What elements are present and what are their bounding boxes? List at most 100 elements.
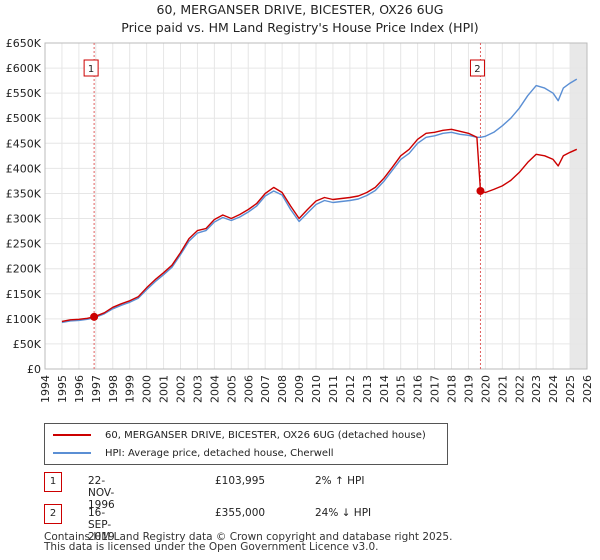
y-tick-label: £550K bbox=[6, 87, 42, 100]
x-tick-label: 1997 bbox=[90, 375, 103, 403]
x-tick-group: 2003 bbox=[191, 375, 204, 403]
x-tick-group: 2005 bbox=[225, 375, 238, 403]
x-tick-label: 2005 bbox=[225, 375, 238, 403]
x-tick-group: 2001 bbox=[158, 375, 171, 403]
x-tick-label: 2018 bbox=[446, 375, 459, 403]
x-tick-label: 2016 bbox=[412, 375, 425, 403]
y-tick-label: £450K bbox=[6, 137, 42, 150]
chart-title-line1: 60, MERGANSER DRIVE, BICESTER, OX26 6UG bbox=[156, 2, 444, 17]
x-tick-group: 2004 bbox=[208, 375, 221, 403]
x-tick-label: 1996 bbox=[73, 375, 86, 403]
y-tick-label: £350K bbox=[6, 187, 42, 200]
y-tick-label: £400K bbox=[6, 162, 42, 175]
x-tick-label: 2001 bbox=[158, 375, 171, 403]
x-tick-group: 2022 bbox=[513, 375, 526, 403]
x-tick-label: 2015 bbox=[395, 375, 408, 403]
x-tick-group: 1995 bbox=[56, 375, 69, 403]
sale-hpi-change: 24% ↓ HPI bbox=[315, 507, 372, 519]
x-tick-label: 2006 bbox=[242, 375, 255, 403]
x-tick-group: 2024 bbox=[547, 375, 560, 403]
x-tick-group: 2025 bbox=[564, 375, 577, 403]
x-tick-label: 2003 bbox=[191, 375, 204, 403]
x-tick-label: 2021 bbox=[496, 375, 509, 403]
x-tick-label: 2013 bbox=[361, 375, 374, 403]
y-tick-label: £650K bbox=[6, 37, 42, 50]
sale-marker-box bbox=[83, 59, 99, 77]
x-tick-group: 2013 bbox=[361, 375, 374, 403]
x-tick-group: 2008 bbox=[276, 375, 289, 403]
x-tick-label: 1998 bbox=[107, 375, 120, 403]
x-tick-group: 2017 bbox=[429, 375, 442, 403]
x-tick-group: 2021 bbox=[496, 375, 509, 403]
x-tick-group: 2014 bbox=[378, 375, 391, 403]
chart-title-line2: Price paid vs. HM Land Registry's House … bbox=[121, 20, 479, 35]
sale-point bbox=[90, 312, 99, 321]
sale-price: £355,000 bbox=[215, 507, 266, 519]
x-tick-group: 2026 bbox=[581, 375, 594, 403]
legend-item-hpi: HPI: Average price, detached house, Cher… bbox=[53, 446, 334, 460]
x-tick-label: 1999 bbox=[124, 375, 137, 403]
y-tick-label: £250K bbox=[6, 238, 42, 251]
sale-marker-label: 2 bbox=[474, 64, 480, 75]
legend-label-hpi: HPI: Average price, detached house, Cher… bbox=[105, 447, 334, 459]
x-tick-label: 2007 bbox=[259, 375, 272, 403]
x-tick-label: 2009 bbox=[293, 375, 306, 403]
x-tick-group: 2010 bbox=[310, 375, 323, 403]
x-tick-label: 2022 bbox=[513, 375, 526, 403]
x-tick-label: 2020 bbox=[479, 375, 492, 403]
x-tick-group: 2002 bbox=[175, 375, 188, 403]
property-price-line bbox=[61, 128, 578, 323]
x-tick-label: 2000 bbox=[141, 375, 154, 403]
x-tick-label: 1995 bbox=[56, 375, 69, 403]
legend-swatch-property bbox=[53, 434, 91, 436]
x-tick-group: 2009 bbox=[293, 375, 306, 403]
x-tick-label: 2026 bbox=[581, 375, 594, 403]
x-tick-group: 2000 bbox=[141, 375, 154, 403]
sale-badge: 2 bbox=[44, 504, 62, 524]
footer-line-1: Contains HM Land Registry data © Crown c… bbox=[44, 531, 453, 543]
x-tick-group: 2007 bbox=[259, 375, 272, 403]
x-tick-group: 2018 bbox=[446, 375, 459, 403]
y-tick-label: £50K bbox=[13, 338, 42, 351]
y-tick-label: £300K bbox=[6, 213, 42, 226]
x-tick-group: 2023 bbox=[530, 375, 543, 403]
x-tick-group: 2016 bbox=[412, 375, 425, 403]
x-tick-label: 2010 bbox=[310, 375, 323, 403]
x-tick-group: 2019 bbox=[462, 375, 475, 403]
legend-label-property: 60, MERGANSER DRIVE, BICESTER, OX26 6UG … bbox=[105, 429, 426, 441]
sale-price: £103,995 bbox=[215, 475, 266, 487]
sale-hpi-change: 2% ↑ HPI bbox=[315, 475, 365, 487]
y-tick-label: £200K bbox=[6, 263, 42, 276]
y-tick-label: £500K bbox=[6, 112, 42, 125]
x-tick-group: 1997 bbox=[90, 375, 103, 403]
sale-marker-label: 1 bbox=[88, 64, 94, 75]
x-tick-label: 2017 bbox=[429, 375, 442, 403]
x-tick-label: 2012 bbox=[344, 375, 357, 403]
x-tick-label: 2019 bbox=[462, 375, 475, 403]
sale-date: 16-SEP-2019 bbox=[88, 507, 115, 543]
y-tick-label: £600K bbox=[6, 62, 42, 75]
x-tick-group: 1996 bbox=[73, 375, 86, 403]
x-tick-label: 2004 bbox=[208, 375, 221, 403]
x-tick-group: 2015 bbox=[395, 375, 408, 403]
price-chart: £0 £50K £100K £150K £200K £250K £300K £350K £400… bbox=[6, 37, 594, 403]
x-tick-group: 2012 bbox=[344, 375, 357, 403]
sale-date: 22-NOV-1996 bbox=[88, 475, 115, 511]
x-tick-group: 2011 bbox=[327, 375, 340, 403]
footer-line-2: This data is licensed under the Open Gov… bbox=[44, 541, 379, 553]
legend-item-property: 60, MERGANSER DRIVE, BICESTER, OX26 6UG … bbox=[53, 428, 426, 442]
sale-point bbox=[476, 186, 485, 195]
x-tick-label: 2014 bbox=[378, 375, 391, 403]
x-tick-group: 2006 bbox=[242, 375, 255, 403]
sale-badge: 1 bbox=[44, 472, 62, 492]
x-tick-group: 1999 bbox=[124, 375, 137, 403]
y-tick-label: £150K bbox=[6, 288, 42, 301]
y-tick-label: £0 bbox=[27, 363, 41, 376]
x-tick-label: 2025 bbox=[564, 375, 577, 403]
x-tick-label: 2011 bbox=[327, 375, 340, 403]
x-tick-label: 2008 bbox=[276, 375, 289, 403]
x-tick-label: 2023 bbox=[530, 375, 543, 403]
x-tick-group: 2020 bbox=[479, 375, 492, 403]
hpi-line bbox=[61, 78, 578, 324]
x-tick-label: 2024 bbox=[547, 375, 560, 403]
